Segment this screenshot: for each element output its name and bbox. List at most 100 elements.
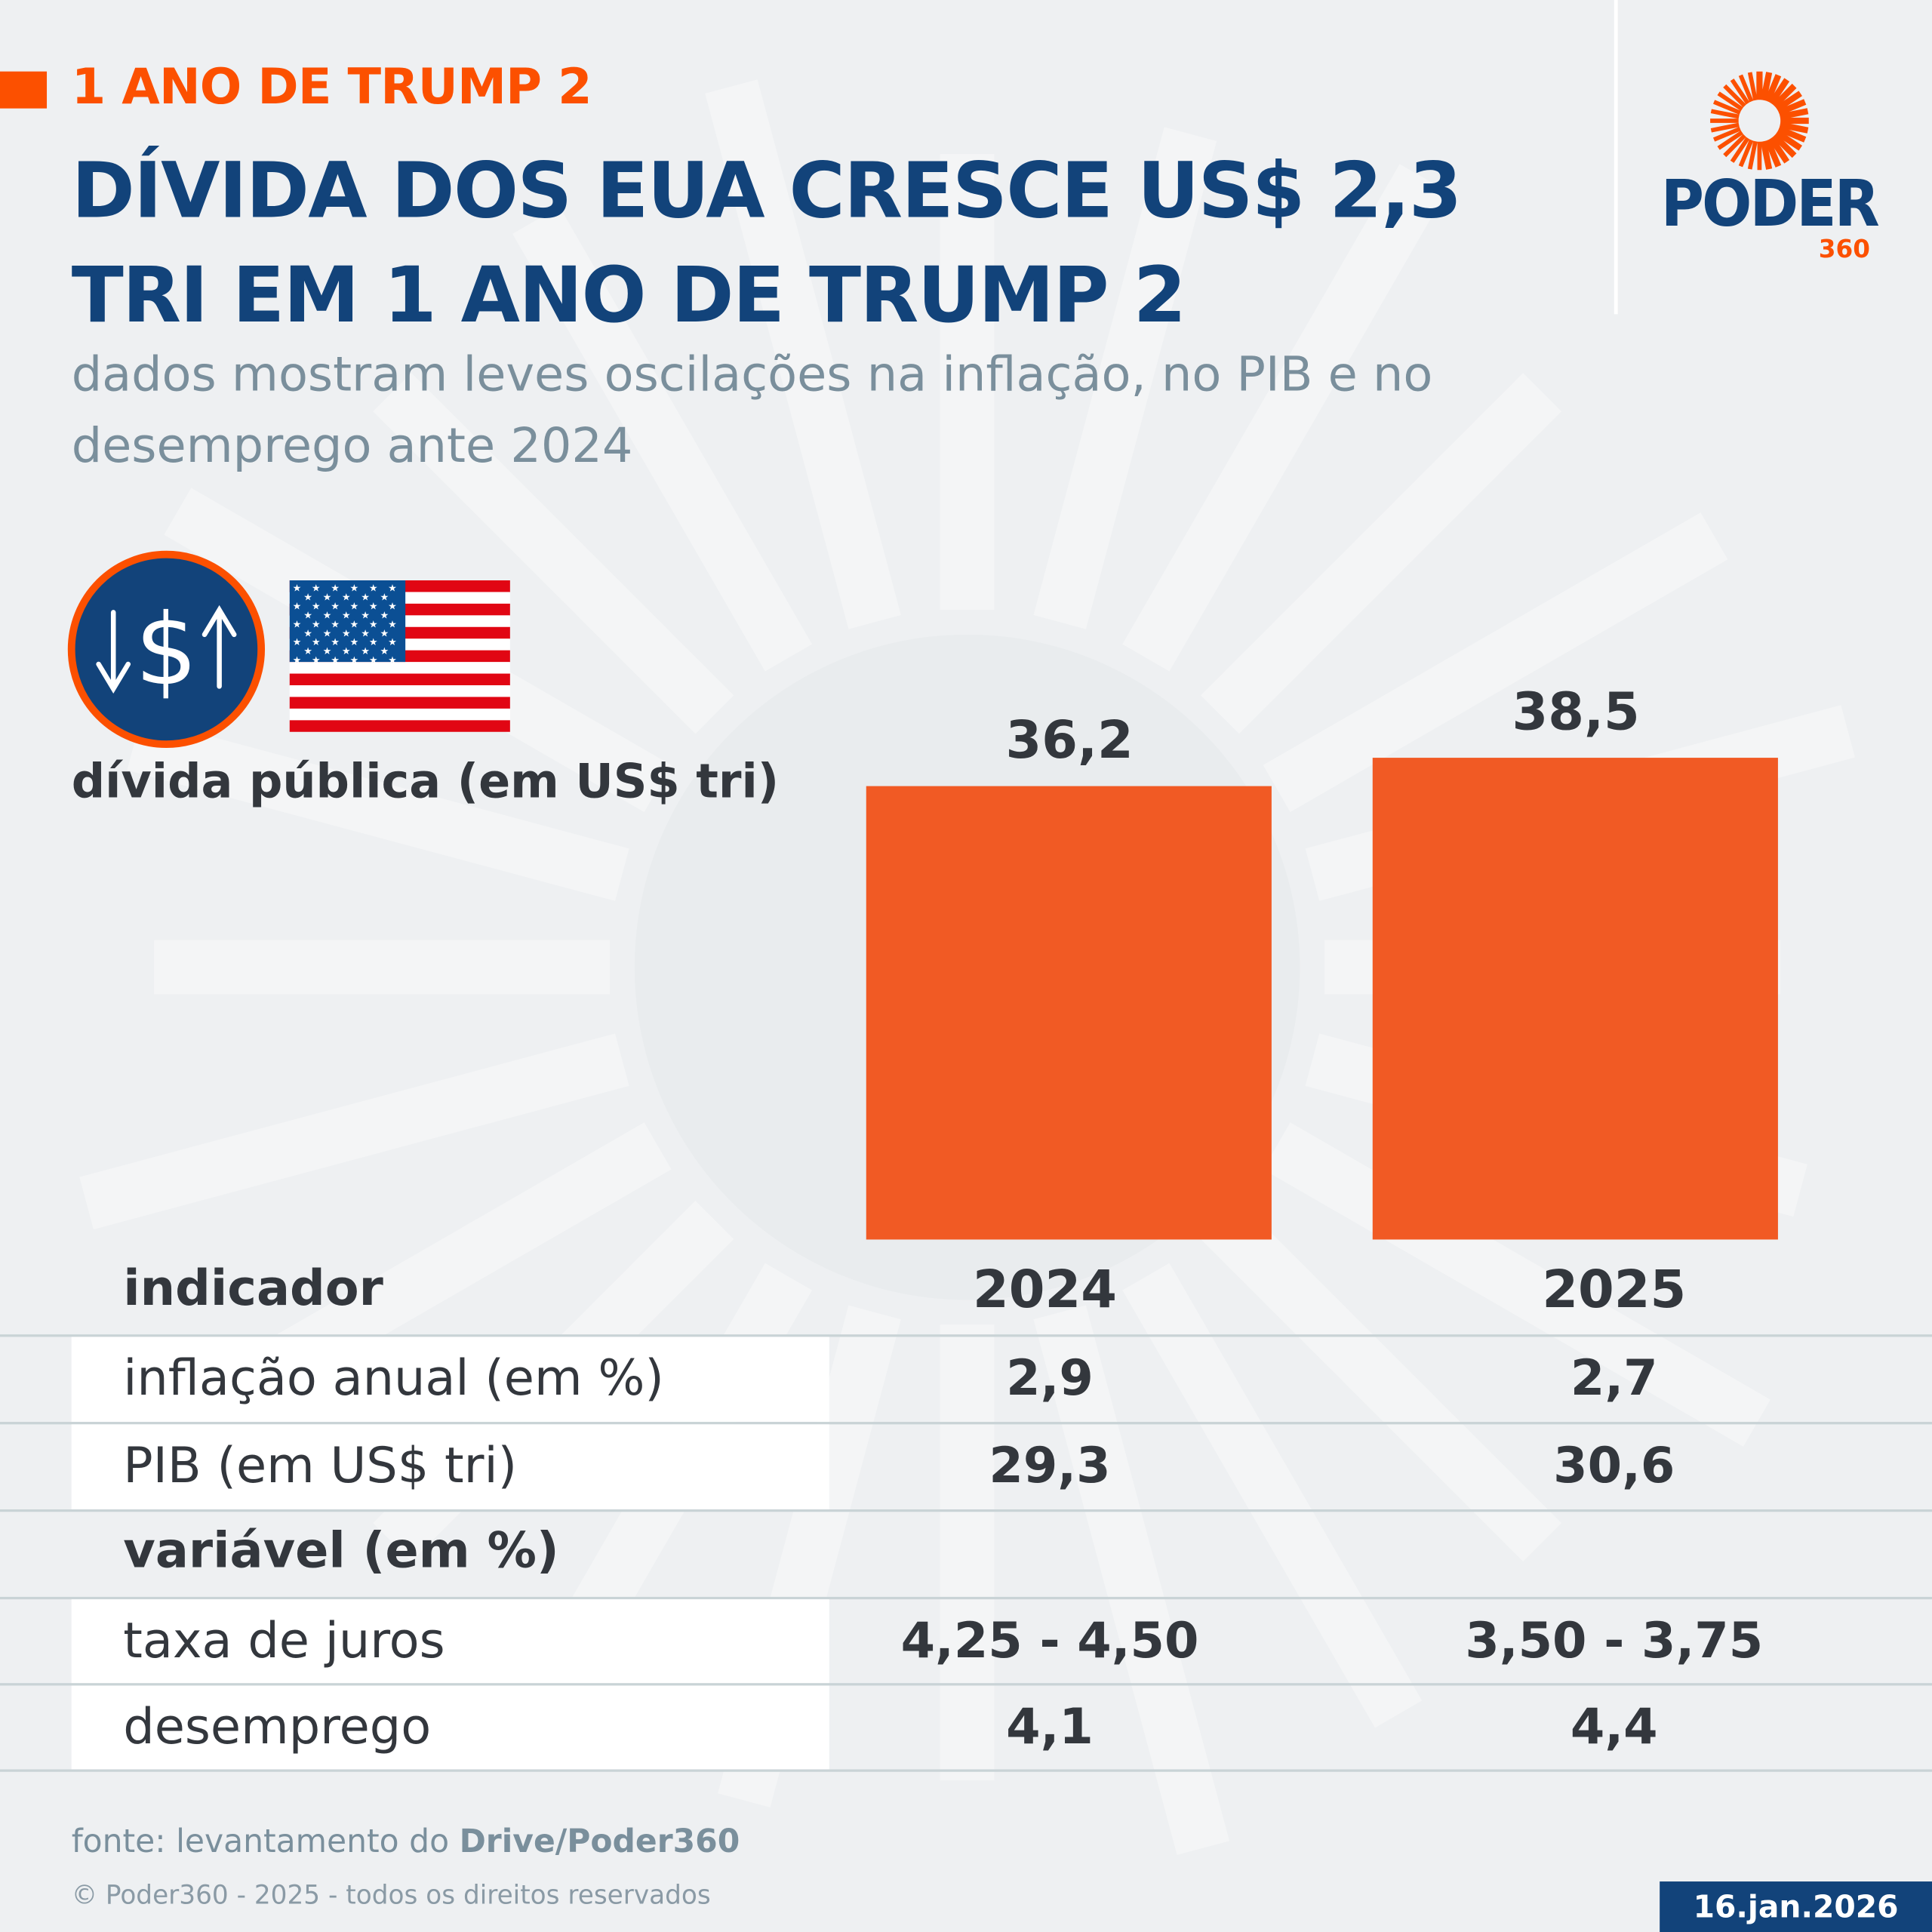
logo-ray bbox=[1760, 140, 1773, 170]
cell-2025: 2,7 bbox=[1570, 1350, 1658, 1407]
subtitle: dados mostram leves oscilações na inflaç… bbox=[71, 347, 1433, 475]
bg-ray bbox=[1201, 373, 1561, 734]
flag-star: ★ bbox=[388, 601, 397, 613]
logo-ray bbox=[1779, 108, 1809, 120]
flag-star: ★ bbox=[293, 601, 302, 613]
bg-ray bbox=[1263, 1122, 1770, 1447]
bar-2024 bbox=[866, 786, 1272, 1240]
flag-star: ★ bbox=[388, 637, 397, 648]
cell-2024: 2,9 bbox=[1006, 1350, 1094, 1407]
flag-star: ★ bbox=[312, 655, 321, 666]
flag-star: ★ bbox=[303, 592, 312, 604]
svg-text:$: $ bbox=[135, 592, 198, 707]
logo-ray bbox=[1712, 100, 1741, 115]
flag-star: ★ bbox=[312, 583, 321, 595]
flag-star: ★ bbox=[303, 646, 312, 657]
copyright: © Poder360 - 2025 - todos os direitos re… bbox=[71, 1880, 711, 1910]
section-label: variável (em %) bbox=[123, 1522, 559, 1580]
logo-name: PODER bbox=[1660, 168, 1880, 242]
row-divider bbox=[0, 1422, 1932, 1425]
flag-star: ★ bbox=[303, 610, 312, 621]
flag-star: ★ bbox=[369, 601, 378, 613]
flag-star: ★ bbox=[361, 592, 370, 604]
flag-star: ★ bbox=[323, 628, 332, 639]
flag-stripe bbox=[289, 720, 510, 732]
flag-star: ★ bbox=[323, 646, 332, 657]
flag-star: ★ bbox=[350, 619, 359, 630]
row-divider bbox=[0, 1769, 1932, 1772]
logo-ray bbox=[1775, 130, 1802, 151]
source-name: Drive/Poder360 bbox=[459, 1823, 740, 1861]
bg-ray bbox=[1122, 164, 1447, 672]
flag-star: ★ bbox=[342, 610, 351, 621]
flag-star: ★ bbox=[342, 592, 351, 604]
cell-2024: 4,25 - 4,50 bbox=[900, 1613, 1199, 1670]
flag-star: ★ bbox=[350, 637, 359, 648]
table-header-2025: 2025 bbox=[1542, 1259, 1687, 1320]
flag-stripe bbox=[289, 708, 510, 721]
flag-star: ★ bbox=[369, 637, 378, 648]
bar-value-label: 38,5 bbox=[1512, 681, 1640, 742]
row-label: taxa de juros bbox=[123, 1613, 445, 1670]
flag-star: ★ bbox=[342, 646, 351, 657]
kicker: 1 ANO DE TRUMP 2 bbox=[71, 59, 592, 116]
bar-2025 bbox=[1372, 758, 1778, 1240]
flag-star: ★ bbox=[331, 601, 340, 613]
flag-canton bbox=[289, 580, 406, 663]
logo-ray bbox=[1730, 137, 1750, 163]
flag-star: ★ bbox=[388, 655, 397, 666]
row-divider bbox=[0, 1683, 1932, 1686]
flag-stripe bbox=[289, 673, 510, 686]
date-badge: 16.jan.2026 bbox=[1660, 1881, 1932, 1932]
bg-ray bbox=[1033, 1305, 1230, 1855]
row-divider bbox=[0, 1596, 1932, 1600]
logo-ray bbox=[1710, 122, 1740, 133]
table-header-indicator: indicador bbox=[123, 1260, 383, 1318]
flag-star: ★ bbox=[331, 637, 340, 648]
flag-star: ★ bbox=[303, 628, 312, 639]
row-divider bbox=[0, 1334, 1932, 1337]
bg-ray bbox=[79, 1033, 629, 1230]
bg-ray bbox=[1122, 1263, 1423, 1728]
logo-ray bbox=[1730, 78, 1750, 105]
flag-star: ★ bbox=[361, 628, 370, 639]
logo-ray bbox=[1717, 131, 1743, 150]
bg-ray bbox=[705, 79, 901, 629]
bar-value-label: 36,2 bbox=[1005, 709, 1134, 771]
logo-ray bbox=[1768, 78, 1790, 106]
logo-ray bbox=[1777, 99, 1807, 116]
flag-star: ★ bbox=[350, 655, 359, 666]
flag-star: ★ bbox=[331, 583, 340, 595]
logo-ray bbox=[1779, 122, 1809, 134]
cell-2024: 29,3 bbox=[989, 1438, 1111, 1495]
row-label: inflação anual (em %) bbox=[123, 1350, 664, 1407]
flag-star: ★ bbox=[312, 601, 321, 613]
flag-star: ★ bbox=[312, 619, 321, 630]
cell-2024: 4,1 bbox=[1006, 1699, 1094, 1756]
bg-ray bbox=[373, 373, 734, 734]
flag-star: ★ bbox=[369, 619, 378, 630]
logo-ray bbox=[1738, 74, 1754, 103]
cell-2025: 30,6 bbox=[1553, 1438, 1675, 1495]
source-note: fonte: levantamento do Drive/Poder360 bbox=[72, 1823, 740, 1860]
logo-ray bbox=[1717, 91, 1743, 111]
flag-star: ★ bbox=[312, 637, 321, 648]
logo-ray bbox=[1764, 74, 1782, 103]
flag-star: ★ bbox=[293, 583, 302, 595]
logo-ray bbox=[1723, 84, 1746, 108]
flag-star: ★ bbox=[350, 583, 359, 595]
bg-ray bbox=[512, 206, 813, 672]
flag-star: ★ bbox=[293, 637, 302, 648]
table-row bbox=[71, 1424, 829, 1509]
logo-ray bbox=[1747, 140, 1758, 170]
flag-star: ★ bbox=[323, 610, 332, 621]
logo-ray bbox=[1760, 72, 1773, 101]
logo-ray bbox=[1710, 109, 1740, 119]
logo-ray bbox=[1775, 91, 1802, 112]
logo-ray bbox=[1768, 136, 1790, 164]
flag-star: ★ bbox=[350, 601, 359, 613]
flag-stripe bbox=[289, 697, 510, 709]
table-row bbox=[71, 1685, 829, 1771]
bg-ray bbox=[1033, 127, 1217, 629]
logo-ray bbox=[1764, 139, 1782, 168]
